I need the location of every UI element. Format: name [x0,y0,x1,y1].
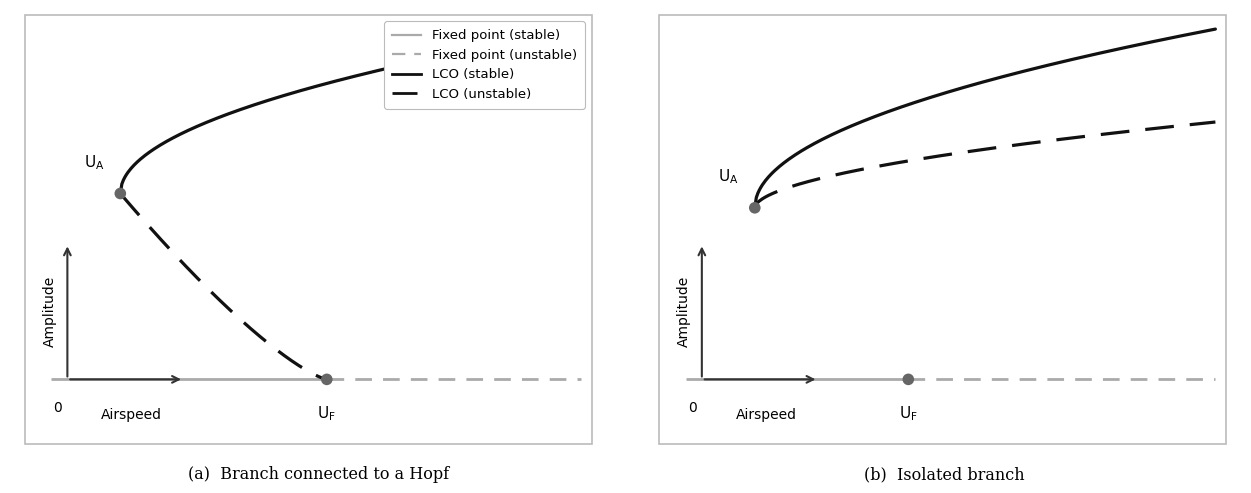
Text: 0: 0 [688,401,697,415]
Text: 0: 0 [54,401,63,415]
Text: (b)  Isolated branch: (b) Isolated branch [864,466,1025,483]
Point [317,376,337,384]
Text: Amplitude: Amplitude [43,276,56,347]
Point [898,376,918,384]
Text: Airspeed: Airspeed [736,408,797,422]
Text: U$_{\mathregular{A}}$: U$_{\mathregular{A}}$ [84,153,104,172]
Text: U$_{\mathregular{F}}$: U$_{\mathregular{F}}$ [318,404,337,423]
Legend: Fixed point (stable), Fixed point (unstable), LCO (stable), LCO (unstable): Fixed point (stable), Fixed point (unsta… [384,21,585,109]
Text: U$_{\mathregular{F}}$: U$_{\mathregular{F}}$ [899,404,918,423]
Text: U$_{\mathregular{A}}$: U$_{\mathregular{A}}$ [718,168,739,186]
Text: Airspeed: Airspeed [101,408,161,422]
Point [110,189,130,197]
Text: (a)  Branch connected to a Hopf: (a) Branch connected to a Hopf [189,466,449,483]
Text: Amplitude: Amplitude [677,276,692,347]
Point [744,204,764,212]
